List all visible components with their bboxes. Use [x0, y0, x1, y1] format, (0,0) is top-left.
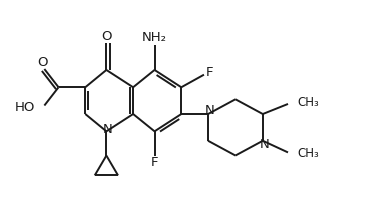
Text: O: O: [101, 30, 112, 43]
Text: HO: HO: [15, 101, 36, 114]
Text: N: N: [102, 123, 112, 136]
Text: N: N: [205, 104, 214, 117]
Text: NH₂: NH₂: [142, 31, 167, 44]
Text: N: N: [259, 138, 269, 151]
Text: O: O: [37, 56, 48, 69]
Text: CH₃: CH₃: [297, 96, 319, 109]
Text: F: F: [151, 156, 158, 169]
Text: F: F: [206, 66, 213, 79]
Text: CH₃: CH₃: [297, 147, 319, 160]
